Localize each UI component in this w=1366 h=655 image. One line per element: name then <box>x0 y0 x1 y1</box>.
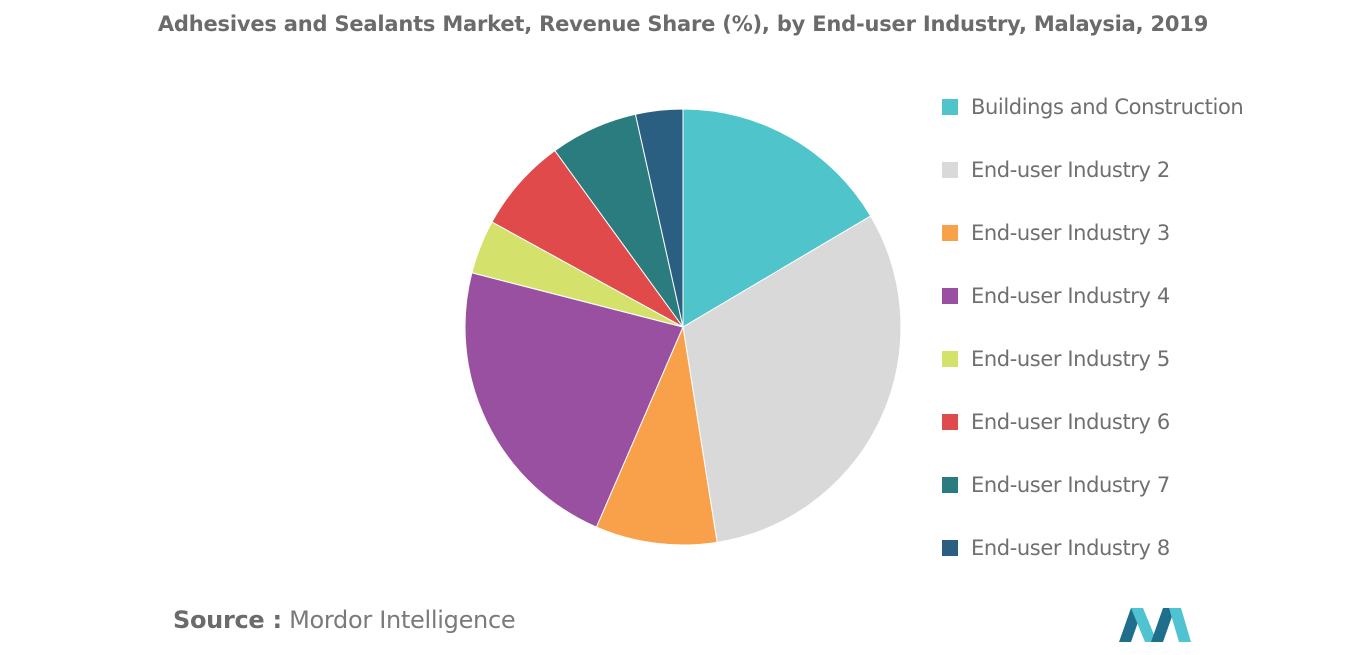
pie-slice-4 <box>464 272 684 528</box>
legend-item-3: End-user Industry 3 <box>942 218 1170 248</box>
legend-label: End-user Industry 6 <box>971 410 1170 434</box>
source-prefix: Source : <box>173 606 282 634</box>
legend-swatch <box>942 288 958 304</box>
legend-swatch <box>942 414 958 430</box>
legend-item-4: End-user Industry 4 <box>942 281 1170 311</box>
pie-slice-3 <box>595 325 718 546</box>
legend-item-5: End-user Industry 5 <box>942 344 1170 374</box>
legend-label: End-user Industry 3 <box>971 221 1170 245</box>
legend-label: End-user Industry 8 <box>971 536 1170 560</box>
source-text: Mordor Intelligence <box>289 606 516 634</box>
legend-label: Buildings and Construction <box>971 95 1244 119</box>
legend-label: End-user Industry 4 <box>971 284 1170 308</box>
source-note: Source : Mordor Intelligence <box>173 606 516 634</box>
pie-slice-8 <box>634 108 684 328</box>
legend-swatch <box>942 540 958 556</box>
legend-swatch <box>942 225 958 241</box>
legend-swatch <box>942 351 958 367</box>
legend-label: End-user Industry 5 <box>971 347 1170 371</box>
chart-title: Adhesives and Sealants Market, Revenue S… <box>157 12 1209 36</box>
pie-slice-1 <box>682 108 872 328</box>
legend-swatch <box>942 162 958 178</box>
legend-item-6: End-user Industry 6 <box>942 407 1170 437</box>
legend-item-7: End-user Industry 7 <box>942 470 1170 500</box>
legend-label: End-user Industry 7 <box>971 473 1170 497</box>
legend-swatch <box>942 99 958 115</box>
legend-label: End-user Industry 2 <box>971 158 1170 182</box>
legend-item-2: End-user Industry 2 <box>942 155 1170 185</box>
pie-slice-2 <box>682 215 902 543</box>
mordor-intelligence-logo-icon <box>1119 608 1191 642</box>
legend-item-8: End-user Industry 8 <box>942 533 1170 563</box>
legend-item-1: Buildings and Construction <box>942 92 1244 122</box>
legend-swatch <box>942 477 958 493</box>
